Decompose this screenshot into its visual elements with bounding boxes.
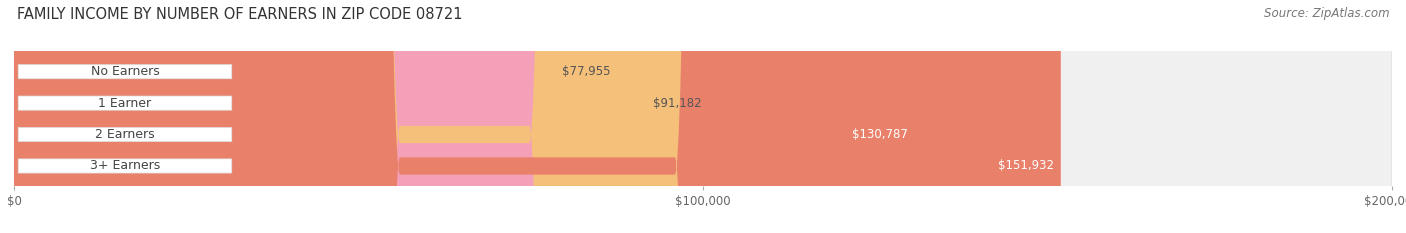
Text: $91,182: $91,182 bbox=[654, 97, 702, 110]
Text: 2 Earners: 2 Earners bbox=[96, 128, 155, 141]
FancyBboxPatch shape bbox=[18, 127, 232, 142]
FancyBboxPatch shape bbox=[14, 0, 1060, 233]
FancyBboxPatch shape bbox=[14, 0, 915, 233]
FancyBboxPatch shape bbox=[18, 96, 232, 110]
Text: FAMILY INCOME BY NUMBER OF EARNERS IN ZIP CODE 08721: FAMILY INCOME BY NUMBER OF EARNERS IN ZI… bbox=[17, 7, 463, 22]
Text: 3+ Earners: 3+ Earners bbox=[90, 159, 160, 172]
FancyBboxPatch shape bbox=[14, 0, 551, 233]
Text: Source: ZipAtlas.com: Source: ZipAtlas.com bbox=[1264, 7, 1389, 20]
Text: No Earners: No Earners bbox=[90, 65, 159, 78]
FancyBboxPatch shape bbox=[14, 0, 1392, 233]
FancyBboxPatch shape bbox=[14, 0, 1392, 233]
FancyBboxPatch shape bbox=[14, 0, 643, 233]
Text: $151,932: $151,932 bbox=[998, 159, 1054, 172]
FancyBboxPatch shape bbox=[14, 0, 1392, 233]
FancyBboxPatch shape bbox=[14, 0, 1392, 233]
FancyBboxPatch shape bbox=[18, 65, 232, 79]
Text: $77,955: $77,955 bbox=[562, 65, 610, 78]
FancyBboxPatch shape bbox=[18, 159, 232, 173]
Text: 1 Earner: 1 Earner bbox=[98, 97, 152, 110]
Text: $130,787: $130,787 bbox=[852, 128, 908, 141]
